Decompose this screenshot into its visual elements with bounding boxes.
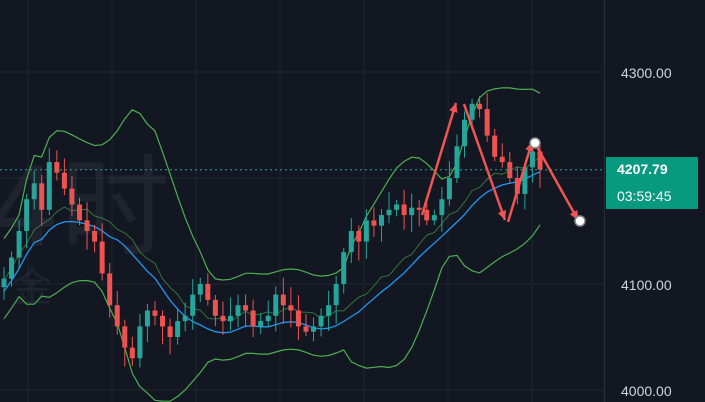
candle-body bbox=[227, 315, 233, 322]
candle-body bbox=[439, 199, 445, 216]
candle-body bbox=[356, 231, 362, 242]
candle-body bbox=[84, 220, 90, 231]
candle-body bbox=[507, 162, 513, 178]
candle-body bbox=[363, 220, 369, 242]
candle-body bbox=[54, 162, 60, 173]
candle-body bbox=[273, 294, 279, 316]
candle-body bbox=[348, 231, 354, 253]
candle-body bbox=[462, 119, 468, 147]
candle-body bbox=[24, 199, 30, 231]
candle-body bbox=[31, 183, 37, 200]
target-point bbox=[574, 215, 586, 227]
arrow-up-2 bbox=[506, 141, 534, 223]
candle-body bbox=[492, 135, 498, 157]
candle-body bbox=[280, 294, 286, 306]
candle-body bbox=[326, 305, 332, 316]
candle-body bbox=[295, 310, 301, 327]
candle-body bbox=[243, 305, 249, 311]
arrow-down-1-head bbox=[497, 210, 507, 220]
candle-body bbox=[92, 231, 98, 242]
symbol-watermark: 金 bbox=[12, 265, 52, 311]
candle-body bbox=[250, 310, 256, 327]
candle-body bbox=[394, 204, 400, 210]
candle-body bbox=[529, 151, 535, 168]
candle-body bbox=[311, 326, 317, 332]
last-price-value: 4207.79 bbox=[617, 161, 668, 177]
candle-body bbox=[409, 207, 415, 216]
candle-body bbox=[152, 310, 158, 316]
candle-body bbox=[61, 172, 67, 189]
candle-body bbox=[99, 241, 105, 274]
arrow-up-1 bbox=[420, 102, 458, 216]
candle-body bbox=[477, 103, 483, 110]
candle-body bbox=[76, 204, 82, 221]
candle-body bbox=[205, 284, 211, 300]
candle-body bbox=[107, 273, 113, 306]
candle-body bbox=[431, 215, 437, 221]
last-price-tag: 4207.79 03:59:45 bbox=[606, 157, 698, 209]
candle-body bbox=[265, 315, 271, 322]
candle-body bbox=[514, 178, 520, 194]
candle-body bbox=[318, 315, 324, 327]
candle-body bbox=[454, 146, 460, 178]
candle-body bbox=[484, 109, 490, 136]
candle-body bbox=[114, 305, 120, 327]
candle-body bbox=[1, 278, 7, 288]
candle-body bbox=[522, 167, 528, 194]
arrow-up-1-head bbox=[449, 103, 458, 113]
candle-body bbox=[416, 207, 422, 210]
arrow-down-1 bbox=[462, 103, 507, 221]
bollinger-lower-band bbox=[3, 224, 541, 402]
candle-body bbox=[333, 284, 339, 306]
candle-body bbox=[424, 209, 430, 221]
candle-body bbox=[46, 162, 52, 210]
anchor-point bbox=[529, 137, 541, 149]
price-tick-4300: 4300.00 bbox=[621, 65, 672, 81]
bollinger-middle-band bbox=[3, 156, 541, 323]
price-tick-4100: 4100.00 bbox=[621, 277, 672, 293]
bar-countdown: 03:59:45 bbox=[617, 188, 672, 204]
candle-body bbox=[137, 326, 143, 359]
candle-body bbox=[175, 321, 181, 337]
candle-body bbox=[446, 178, 452, 200]
price-tick-4000: 4000.00 bbox=[621, 383, 672, 399]
candle-body bbox=[303, 326, 309, 332]
moving-average-line bbox=[3, 171, 541, 334]
candle-body bbox=[469, 103, 475, 120]
candle-body bbox=[288, 305, 294, 311]
candle-body bbox=[197, 284, 203, 295]
candle-body bbox=[190, 294, 196, 316]
candle-body bbox=[167, 326, 173, 337]
candle-body bbox=[160, 315, 166, 327]
candle-body bbox=[341, 252, 347, 284]
candle-body bbox=[401, 204, 407, 216]
candle-body bbox=[212, 299, 218, 316]
candle-body bbox=[16, 231, 22, 258]
candle-body bbox=[69, 188, 75, 205]
candle-body bbox=[235, 305, 241, 316]
candle-body bbox=[258, 321, 264, 327]
candle-body bbox=[182, 315, 188, 322]
candle-body bbox=[537, 151, 543, 170]
timeframe-watermark: 4时 bbox=[0, 144, 170, 272]
candle-body bbox=[371, 220, 377, 226]
candle-body bbox=[499, 156, 505, 163]
candle-body bbox=[39, 183, 45, 210]
candle-body bbox=[122, 326, 128, 348]
candle-body bbox=[378, 215, 384, 226]
candle-body bbox=[9, 257, 15, 279]
candle-body bbox=[386, 209, 392, 216]
candle-body bbox=[220, 315, 226, 322]
candle-body bbox=[144, 310, 150, 327]
bollinger-upper-band bbox=[3, 87, 541, 281]
candle-body bbox=[129, 347, 135, 359]
arrow-down-2 bbox=[534, 144, 580, 221]
